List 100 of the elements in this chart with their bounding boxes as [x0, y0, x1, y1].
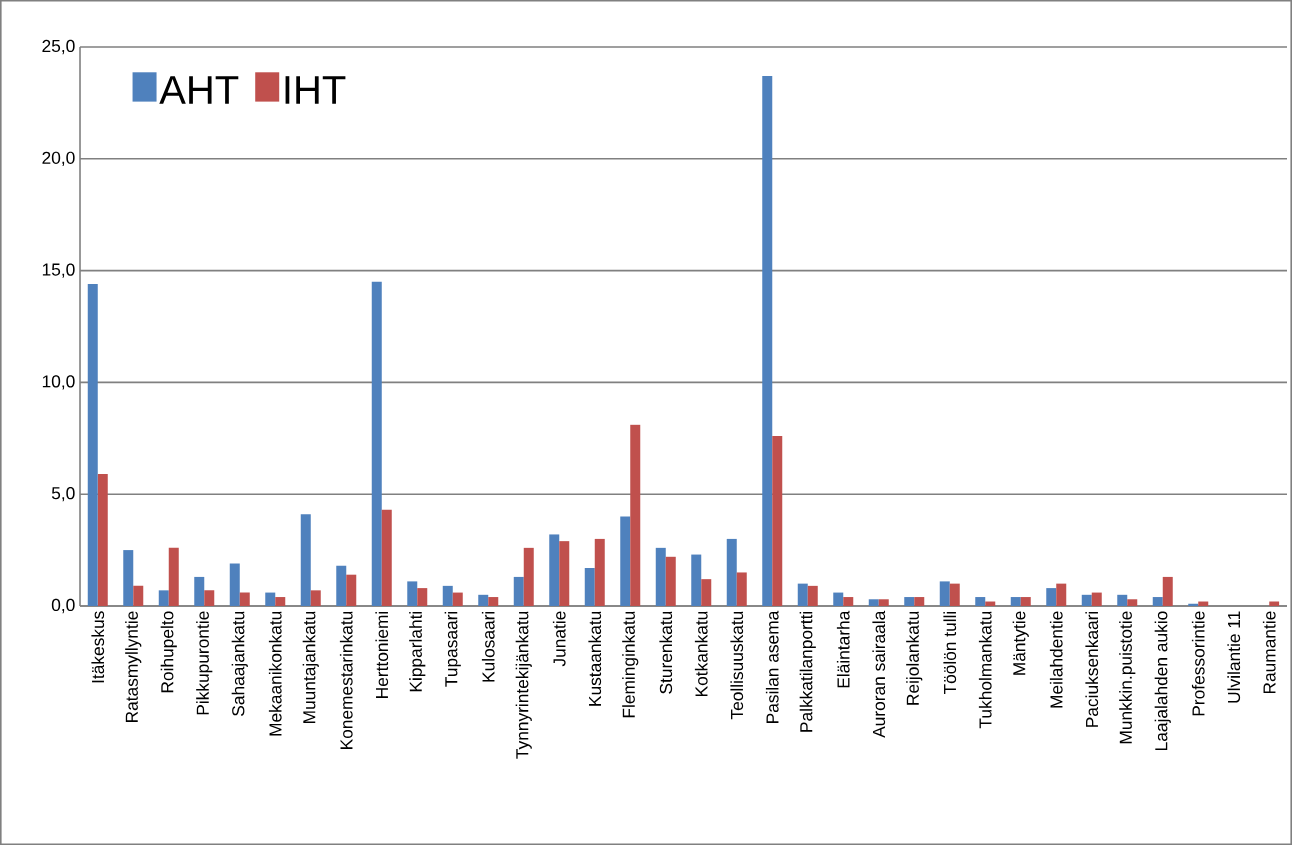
x-tick-label: Laajalahden aukio [1154, 611, 1171, 750]
bar [1091, 592, 1102, 606]
bar [949, 583, 960, 606]
bar [868, 599, 879, 606]
bar [701, 579, 712, 606]
x-tick-label: Sahaajankatu [231, 611, 248, 716]
bar [914, 597, 925, 606]
bar [1152, 597, 1163, 606]
x-tick-label: Herttoniemi [375, 611, 389, 698]
x-tick-label: Itäkeskus [91, 611, 105, 683]
bar [549, 534, 560, 606]
bar [97, 474, 108, 606]
bar [381, 509, 392, 606]
bar [168, 547, 179, 606]
bar [975, 597, 986, 606]
x-tick-label: Konemestarinkatu [339, 611, 353, 749]
bar [833, 592, 844, 606]
bar [772, 436, 783, 606]
bar [452, 592, 463, 606]
bar [158, 590, 169, 606]
x-tick-label: Kustaankatu [588, 611, 602, 706]
x-tick-label: Sturenkatu [659, 611, 673, 694]
x-tick-label: Ratasmyllyntie [125, 611, 142, 722]
x-tick-label: Tukholmankatu [978, 611, 992, 729]
bar [1010, 597, 1021, 606]
x-tick-label: Ulvilantie 11 [1227, 611, 1241, 703]
x-tick-label: Tynnyrintekijänkatu [515, 611, 532, 759]
bar [123, 550, 134, 606]
bar [239, 592, 250, 606]
bar [665, 556, 676, 606]
bar [371, 281, 382, 606]
bar [807, 585, 818, 606]
bar [523, 547, 534, 606]
x-tick-label: Munkkin.puistotie [1119, 611, 1136, 744]
x-tick-label: Reijolankatu [906, 611, 923, 705]
bar [736, 572, 747, 606]
bar [584, 567, 595, 606]
bar [630, 424, 641, 606]
x-tick-label: Roihupelto [160, 611, 177, 693]
bar [655, 547, 666, 606]
x-tick-label: Paciuksenkaari [1085, 611, 1099, 727]
y-tick-label: 0,0 [51, 598, 75, 614]
bar [762, 76, 773, 606]
bar [336, 565, 347, 606]
bar [797, 583, 808, 606]
bar [194, 576, 205, 606]
x-tick-label: Pikkupurontie [196, 611, 213, 715]
x-tick-label: Kotkankatu [694, 611, 708, 696]
x-tick-label: Kulosaari [481, 611, 495, 682]
legend-label: AHT [159, 76, 239, 104]
bar [300, 514, 311, 606]
bar [229, 563, 240, 606]
y-tick-label: 5,0 [51, 487, 75, 502]
bar [417, 588, 428, 606]
x-tick-label: Palkkatilanportti [799, 611, 816, 732]
bar [1056, 583, 1067, 606]
bar [265, 592, 276, 606]
x-tick-label: Raumantie [1262, 611, 1276, 694]
bar [1162, 576, 1173, 606]
y-tick-label: 25,0 [42, 39, 75, 55]
x-tick-label: Professorintie [1191, 611, 1205, 716]
x-tick-label: Töölön tulli [943, 611, 957, 695]
bar [442, 585, 453, 606]
bar [488, 597, 499, 606]
bar [1127, 599, 1138, 606]
x-tick-label: Fleminginkatu [622, 611, 639, 718]
bar [87, 284, 98, 606]
y-tick-label: 20,0 [42, 151, 75, 166]
bar [1046, 588, 1057, 606]
bar [133, 585, 144, 606]
bar [478, 594, 489, 606]
x-tick-label: Mekaanikonkatu [268, 611, 282, 736]
bar [559, 541, 570, 606]
legend-label: IHT [285, 76, 346, 104]
x-tick-label: Kipparlahti [409, 611, 426, 692]
bar [513, 576, 524, 606]
bar [1081, 594, 1092, 606]
bar [620, 516, 631, 606]
x-tick-label: Junatie [552, 611, 566, 667]
bar [275, 597, 286, 606]
x-tick-label: Mäntytie [1012, 611, 1029, 675]
bar [939, 581, 950, 606]
bar [878, 599, 889, 606]
y-tick-label: 10,0 [42, 375, 75, 390]
bar [310, 590, 321, 606]
bar [1188, 603, 1199, 606]
bar [691, 554, 702, 606]
bar [1020, 597, 1031, 606]
bar [204, 590, 215, 606]
x-tick-label: Auroran sairaala [872, 610, 886, 738]
x-tick-label: Eläintarha [836, 610, 850, 688]
bar [1117, 594, 1128, 606]
x-tick-label: Meilahdentie [1049, 611, 1063, 708]
x-tick-label: Teollisuuskatu [730, 611, 744, 720]
x-tick-label: Muuntajankatu [302, 611, 319, 723]
y-tick-label: 15,0 [42, 263, 75, 278]
bar [346, 574, 357, 606]
bar [843, 597, 854, 606]
bar [407, 581, 418, 606]
bar [904, 597, 915, 606]
